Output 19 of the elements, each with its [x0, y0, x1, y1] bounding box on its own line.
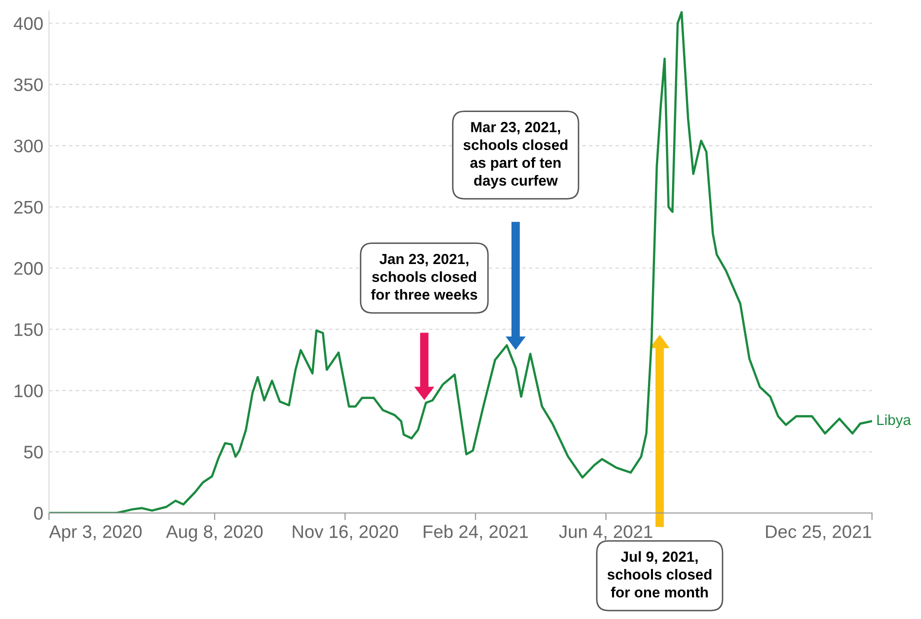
y-tick-label: 350 — [14, 78, 43, 92]
series-label: Libya — [877, 414, 912, 428]
y-tick-label: 250 — [14, 200, 43, 214]
y-tick-label: 150 — [14, 323, 43, 336]
x-tick-label: Feb 24, 2021 — [424, 524, 528, 540]
y-tick-label: 100 — [14, 384, 43, 398]
y-tick-label: 200 — [14, 262, 43, 275]
y-tick-label: 300 — [14, 140, 43, 152]
text: Jul 9, 2021, schools closed for one month — [608, 551, 712, 598]
x-tick-label: Aug 8, 2020 — [166, 525, 263, 542]
annotation: Jan 23, 2021, schools closed for three weeks — [371, 254, 478, 300]
y-tick-label: 400 — [14, 17, 43, 30]
y-tick-label: 50 — [24, 446, 43, 458]
annotation: Mar 23, 2021, schools closed as part of ten days curfew — [463, 122, 568, 189]
x-tick-label: Apr 3, 2020 — [49, 525, 142, 542]
x-tick-label: Dec 25, 2021 — [766, 525, 872, 540]
y-tick-label: 0 — [34, 506, 43, 520]
x-tick-label: Nov 16, 2020 — [292, 525, 398, 540]
x-tick-label: Jun 4, 2021 — [559, 525, 652, 540]
